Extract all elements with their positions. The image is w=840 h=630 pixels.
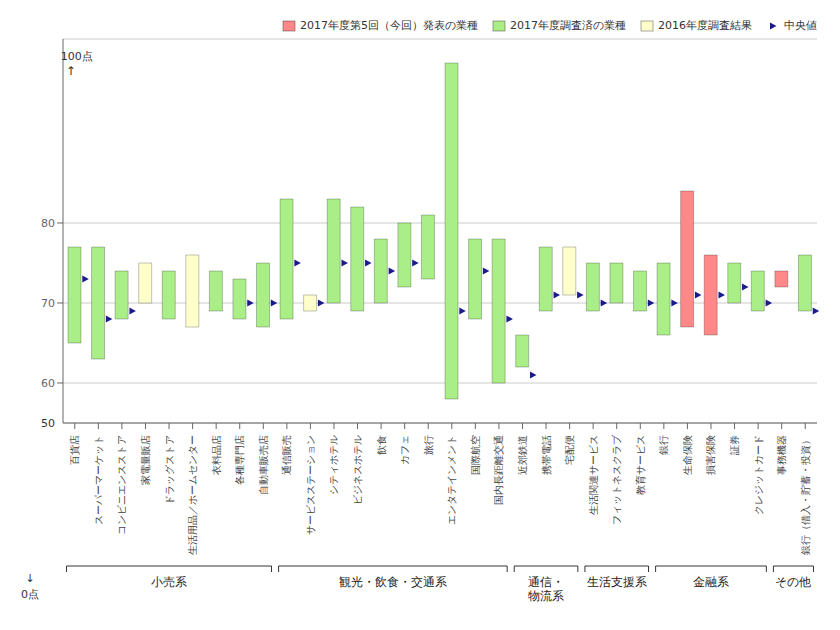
svg-text:50: 50 xyxy=(41,417,55,430)
html-text:2017年度第5回（今回）発表の業種: 2017年度第5回（今回）発表の業種 xyxy=(300,19,478,32)
html-text:2017年度調査済の業種: 2017年度調査済の業種 xyxy=(510,19,626,32)
svg-text:生活用品／ホームセンター: 生活用品／ホームセンター xyxy=(187,435,198,555)
svg-text:自動車販売店: 自動車販売店 xyxy=(258,435,269,495)
svg-text:国際航空: 国際航空 xyxy=(470,435,481,475)
svg-text:宅配便: 宅配便 xyxy=(564,435,575,465)
svg-text:カフェ: カフェ xyxy=(399,435,410,465)
svg-text:飲食: 飲食 xyxy=(376,435,387,455)
svg-text:近郊鉄道: 近郊鉄道 xyxy=(517,435,528,475)
svg-text:銀行: 銀行 xyxy=(658,435,669,455)
html-text:中央値: 中央値 xyxy=(784,19,817,32)
svg-text:ドラッグストア: ドラッグストア xyxy=(164,435,175,505)
svg-text:損害保険: 損害保険 xyxy=(705,435,716,475)
svg-text:0点: 0点 xyxy=(21,588,39,601)
svg-text:通信販売: 通信販売 xyxy=(281,435,292,475)
svg-text:通信・物流系: 通信・物流系 xyxy=(528,575,564,603)
svg-text:その他: その他 xyxy=(775,575,811,589)
svg-text:百貨店: 百貨店 xyxy=(69,435,80,465)
svg-text:家電量販店: 家電量販店 xyxy=(140,435,151,485)
svg-text:携帯電話: 携帯電話 xyxy=(541,435,552,475)
svg-text:70: 70 xyxy=(41,297,55,310)
svg-text:生活関連サービス: 生活関連サービス xyxy=(588,435,599,515)
svg-text:シティホテル: シティホテル xyxy=(328,435,339,495)
svg-text:銀行（借入・貯蓄・投資）: 銀行（借入・貯蓄・投資） xyxy=(800,435,811,555)
svg-text:事務機器: 事務機器 xyxy=(776,435,787,475)
svg-text:60: 60 xyxy=(41,377,55,390)
svg-text:各種専門店: 各種専門店 xyxy=(234,435,245,485)
svg-text:教育サービス: 教育サービス xyxy=(635,435,646,495)
svg-text:生命保険: 生命保険 xyxy=(682,435,693,475)
svg-text:エンタテインメント: エンタテインメント xyxy=(446,435,457,525)
svg-text:フィットネスクラブ: フィットネスクラブ xyxy=(611,434,622,525)
svg-text:100点: 100点 xyxy=(61,50,93,63)
svg-text:80: 80 xyxy=(41,217,55,230)
svg-text:小売系: 小売系 xyxy=(151,575,187,589)
svg-text:金融系: 金融系 xyxy=(693,575,729,589)
svg-text:サービスステーション: サービスステーション xyxy=(305,435,316,535)
svg-text:↑: ↑ xyxy=(66,64,76,78)
svg-text:↓: ↓ xyxy=(25,572,34,585)
svg-text:国内長距離交通: 国内長距離交通 xyxy=(493,435,504,505)
svg-text:衣料品店: 衣料品店 xyxy=(211,435,222,475)
svg-text:生活支援系: 生活支援系 xyxy=(587,575,647,589)
svg-text:証券: 証券 xyxy=(729,435,740,455)
svg-text:スーパーマーケット: スーパーマーケット xyxy=(93,435,104,525)
svg-text:ビジネスホテル: ビジネスホテル xyxy=(352,435,363,505)
svg-text:コンビニエンスストア: コンビニエンスストア xyxy=(116,435,127,535)
svg-text:観光・飲食・交通系: 観光・飲食・交通系 xyxy=(339,575,447,589)
svg-text:クレジットカード: クレジットカード xyxy=(753,435,764,515)
svg-text:旅行: 旅行 xyxy=(423,435,434,455)
html-text:2016年度調査結果: 2016年度調査結果 xyxy=(658,19,752,32)
